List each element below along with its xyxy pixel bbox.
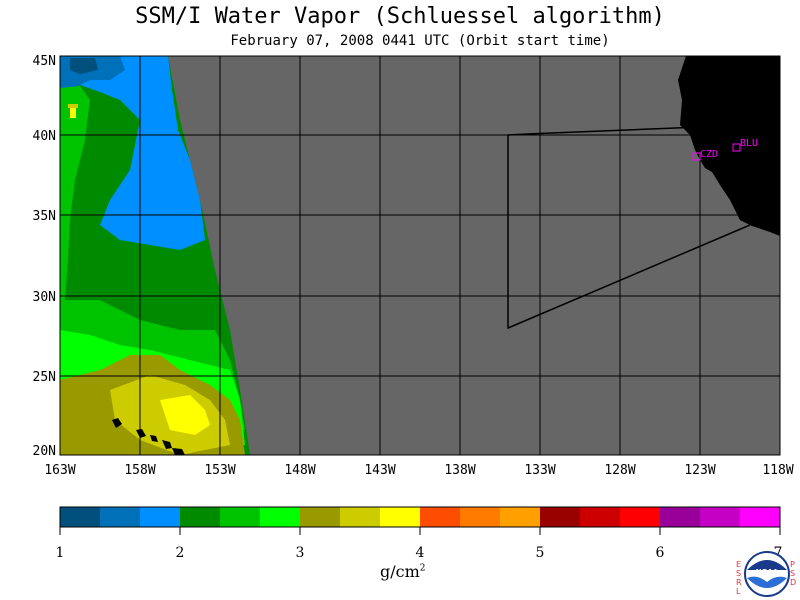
colorbar-tick-label: 2 bbox=[176, 545, 185, 561]
colorbar-segment bbox=[340, 507, 381, 527]
lon-label: 133W bbox=[524, 463, 555, 478]
lon-label: 138W bbox=[444, 463, 475, 478]
lon-label: 163W bbox=[44, 463, 75, 478]
colorbar-segment bbox=[60, 507, 101, 527]
logo-letter: E bbox=[736, 560, 742, 569]
lon-label: 158W bbox=[124, 463, 155, 478]
lat-label: 20N bbox=[33, 444, 56, 459]
latitude-labels: 45N 40N 35N 30N 25N 20N bbox=[33, 54, 56, 459]
colorbar-segment bbox=[260, 507, 301, 527]
colorbar-segment bbox=[140, 507, 181, 527]
lon-label: 128W bbox=[604, 463, 635, 478]
domain-wedge-outline bbox=[507, 126, 751, 330]
map-grid bbox=[60, 56, 780, 455]
lat-label: 40N bbox=[33, 129, 56, 144]
map-title: SSM/I Water Vapor (Schluessel algorithm) bbox=[135, 4, 665, 29]
colorbar-tick-label: 6 bbox=[656, 545, 665, 561]
colorbar-segment bbox=[740, 507, 781, 527]
land-west-coast bbox=[678, 56, 780, 236]
colorbar-segment bbox=[380, 507, 421, 527]
colorbar-unit: g/cm2 bbox=[380, 562, 426, 581]
lon-label: 123W bbox=[684, 463, 715, 478]
logo-letter: R bbox=[736, 578, 742, 587]
colorbar-segment bbox=[700, 507, 741, 527]
colorbar-tick-label: 4 bbox=[416, 545, 425, 561]
logo-letter: P bbox=[790, 560, 795, 569]
station-label-blu: BLU bbox=[740, 138, 758, 149]
logo-letter: S bbox=[736, 569, 742, 578]
colorbar-segment bbox=[100, 507, 141, 527]
colorbar-segment bbox=[500, 507, 541, 527]
colorbar-segment bbox=[300, 507, 341, 527]
colorbar-tick-label: 7 bbox=[774, 545, 783, 561]
logo-letter: L bbox=[736, 587, 741, 596]
water-vapor-swath bbox=[60, 56, 250, 455]
lat-label: 45N bbox=[33, 54, 56, 69]
colorbar-segment bbox=[540, 507, 581, 527]
station-label-czd: CZD bbox=[700, 149, 718, 160]
station-czd: CZD bbox=[692, 149, 718, 161]
colorbar-segment bbox=[620, 507, 661, 527]
colorbar-segment bbox=[660, 507, 701, 527]
longitude-labels: 163W 158W 153W 148W 143W 138W 133W 128W … bbox=[44, 463, 793, 478]
colorbar-tick-label: 3 bbox=[296, 545, 305, 561]
colorbar bbox=[59, 506, 781, 535]
lon-label: 143W bbox=[364, 463, 395, 478]
lon-label: 148W bbox=[284, 463, 315, 478]
lat-label: 35N bbox=[33, 209, 56, 224]
lon-label: 118W bbox=[762, 463, 793, 478]
lat-label: 30N bbox=[33, 290, 56, 305]
colorbar-tick-labels: 1 2 3 4 5 6 7 bbox=[56, 545, 783, 561]
unit-superscript: 2 bbox=[419, 563, 426, 574]
noaa-logo-text: NOAA bbox=[756, 568, 779, 576]
map-subtitle: February 07, 2008 0441 UTC (Orbit start … bbox=[230, 33, 610, 49]
logo-letter: D bbox=[790, 578, 797, 587]
lat-label: 25N bbox=[33, 370, 56, 385]
noaa-logo: NOAA bbox=[744, 551, 790, 597]
colorbar-tick-label: 1 bbox=[56, 545, 65, 561]
colorbar-segment bbox=[460, 507, 501, 527]
lon-label: 153W bbox=[204, 463, 235, 478]
colorbar-segment bbox=[420, 507, 461, 527]
map-frame bbox=[59, 55, 781, 456]
colorbar-tick-label: 5 bbox=[536, 545, 545, 561]
colorbar-segment bbox=[220, 507, 261, 527]
colorbar-segment bbox=[180, 507, 221, 527]
unit-text: g/cm bbox=[380, 562, 420, 581]
logo-letter: S bbox=[790, 569, 796, 578]
colorbar-segment bbox=[580, 507, 621, 527]
station-blu: BLU bbox=[732, 138, 758, 152]
